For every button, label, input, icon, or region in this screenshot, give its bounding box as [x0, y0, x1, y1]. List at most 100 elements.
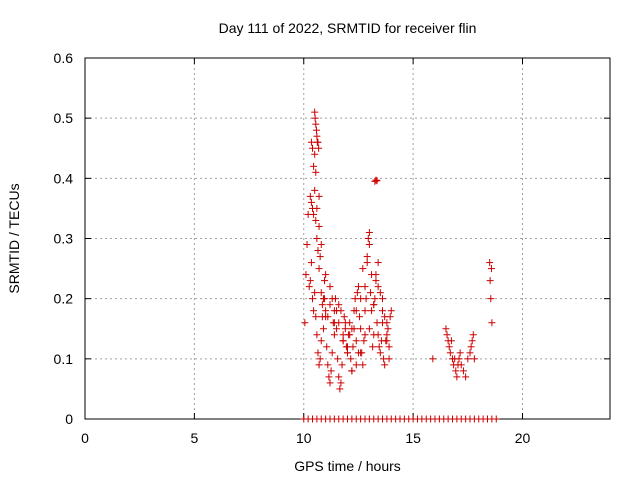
- data-point: [326, 301, 334, 309]
- chart-title: Day 111 of 2022, SRMTID for receiver fli…: [219, 20, 477, 36]
- data-point: [315, 192, 323, 200]
- data-point: [312, 126, 320, 134]
- data-point: [442, 325, 450, 333]
- data-point: [447, 337, 455, 345]
- data-point: [365, 241, 373, 249]
- x-tick-label: 5: [190, 430, 198, 446]
- data-point: [455, 355, 463, 363]
- data-point: [301, 319, 309, 327]
- data-point: [327, 367, 335, 375]
- y-tick-label: 0.6: [54, 50, 74, 66]
- data-point: [383, 331, 391, 339]
- data-point: [335, 319, 343, 327]
- data-point: [309, 144, 316, 152]
- data-point: [326, 379, 334, 387]
- data-point: [374, 331, 382, 339]
- data-point: [370, 301, 378, 309]
- data-point: [317, 289, 325, 297]
- data-point: [341, 325, 349, 333]
- data-point: [312, 313, 320, 321]
- data-point: [443, 331, 451, 339]
- data-point: [321, 277, 329, 285]
- data-point: [326, 283, 334, 291]
- data-point: [337, 307, 345, 315]
- data-point: [316, 355, 324, 363]
- data-point: [309, 295, 316, 303]
- data-point: [446, 349, 454, 357]
- data-point: [348, 325, 356, 333]
- data-point: [333, 325, 341, 333]
- data-point: [352, 337, 360, 345]
- data-point: [344, 349, 351, 357]
- data-point: [350, 307, 358, 315]
- data-point: [311, 114, 319, 122]
- data-point: [383, 337, 391, 345]
- data-point: [361, 307, 369, 315]
- data-point: [337, 379, 345, 387]
- data-point: [314, 138, 322, 146]
- data-point: [311, 289, 319, 297]
- data-point: [312, 168, 320, 176]
- data-point: [330, 331, 338, 339]
- data-point: [314, 349, 322, 357]
- data-point: [368, 271, 376, 279]
- data-point: [375, 343, 383, 351]
- data-point: [315, 222, 323, 230]
- data-point: [347, 355, 355, 363]
- data-point: [317, 241, 325, 249]
- data-point: [335, 373, 343, 381]
- data-point: [487, 295, 495, 303]
- data-point: [385, 355, 393, 363]
- data-point: [373, 177, 381, 185]
- data-point: [374, 283, 382, 291]
- data-point: [354, 283, 362, 291]
- x-axis-label: GPS time / hours: [294, 458, 401, 474]
- data-point: [372, 176, 380, 184]
- y-tick-label: 0.5: [54, 110, 74, 126]
- data-point: [314, 247, 322, 255]
- data-point: [305, 283, 313, 291]
- data-point: [312, 216, 320, 224]
- data-point: [366, 289, 374, 297]
- axis-ticks: 0 0.1 0.2 0.3 0.4 0.5 0.6 0 5 10 15 20: [54, 50, 610, 446]
- data-point: [445, 343, 453, 351]
- data-point: [376, 349, 384, 357]
- data-point: [381, 361, 389, 369]
- data-point: [363, 259, 371, 267]
- data-point: [306, 192, 314, 200]
- data-point: [306, 277, 314, 285]
- data-point: [335, 301, 343, 309]
- data-point: [359, 361, 367, 369]
- x-tick-label: 10: [296, 430, 312, 446]
- data-point: [310, 162, 318, 170]
- data-point: [311, 150, 319, 158]
- data-point: [317, 337, 325, 345]
- data-point: [452, 367, 460, 375]
- data-point: [322, 307, 330, 315]
- data-point: [365, 325, 373, 333]
- data-point: [339, 337, 347, 345]
- data-point: [338, 361, 346, 369]
- data-point: [372, 277, 380, 285]
- data-point: [322, 271, 330, 279]
- y-tick-label: 0.1: [54, 351, 74, 367]
- data-point: [371, 295, 379, 303]
- data-point: [456, 349, 464, 357]
- data-point: [315, 144, 323, 152]
- data-point: [336, 385, 344, 393]
- data-point: [303, 241, 311, 249]
- data-points: [300, 108, 500, 423]
- x-tick-label: 0: [81, 430, 89, 446]
- data-point: [312, 120, 320, 128]
- data-point: [486, 259, 494, 267]
- data-point: [429, 355, 437, 363]
- data-point: [364, 235, 372, 242]
- y-tick-label: 0: [65, 411, 73, 427]
- data-point: [328, 349, 336, 357]
- data-point: [374, 259, 382, 267]
- data-point: [470, 355, 478, 363]
- data-point: [459, 367, 467, 375]
- data-point: [383, 319, 391, 327]
- data-point: [368, 307, 376, 315]
